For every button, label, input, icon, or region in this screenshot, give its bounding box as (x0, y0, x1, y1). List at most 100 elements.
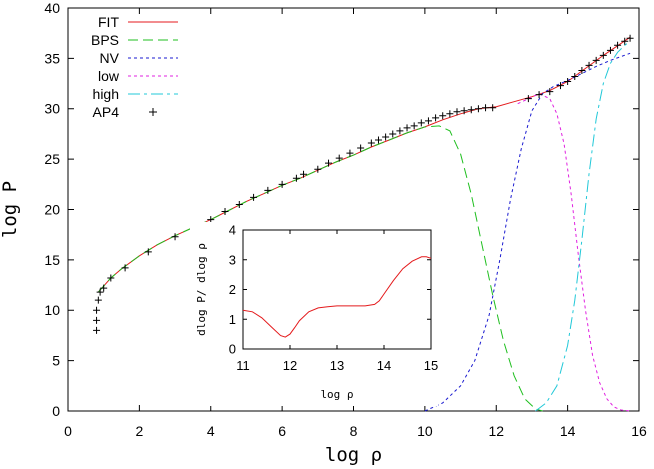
main-ap4-point (439, 112, 447, 120)
main-ap4-point (367, 139, 375, 147)
main-ap4-point (94, 296, 102, 304)
main-y-tick-label: 10 (44, 302, 60, 318)
main-x-tick-label: 8 (350, 423, 358, 439)
legend: FIT BPS NV low high AP4 (91, 14, 178, 120)
main-ap4-point (325, 159, 333, 167)
main-ap4-point (357, 144, 365, 152)
main-ap4-point (250, 193, 258, 201)
legend-swatch-ap4 (149, 108, 157, 116)
main-ap4-point (446, 110, 454, 118)
main-ap4-point (96, 288, 104, 296)
main-series-group (93, 34, 634, 412)
main-ap4-point (100, 284, 108, 292)
main-ap4-point (93, 326, 101, 334)
inset-y-tick-label: 2 (229, 282, 236, 297)
main-ap4-point (221, 208, 229, 216)
main-y-tick-label: 30 (44, 101, 60, 117)
main-ap4-point (621, 37, 629, 45)
inset-x-tick-label: 15 (424, 358, 438, 373)
main-ap4-point (578, 66, 586, 74)
main-y-tick-label: 15 (44, 252, 60, 268)
legend-label-low: low (98, 68, 120, 84)
main-y-tick-label: 35 (44, 50, 60, 66)
main-ap4-point (382, 133, 390, 141)
legend-label-ap4: AP4 (93, 104, 120, 120)
inset-x-tick-label: 13 (330, 358, 344, 373)
main-ap4-point (626, 34, 634, 42)
main-ap4-point (599, 51, 607, 59)
main-ap4-point (474, 105, 482, 113)
main-ap4-point (171, 233, 179, 241)
main-ap4-point (314, 165, 322, 173)
main-y-axis-label: log P (0, 181, 21, 238)
inset-y-tick-label: 4 (229, 223, 236, 238)
main-ap4-point (482, 104, 490, 112)
main-y-tick-label: 0 (52, 403, 60, 419)
main-ap4-point (121, 264, 129, 272)
main-x-tick-label: 16 (631, 423, 647, 439)
main-ap4-point (432, 114, 440, 122)
main-ap4-point (410, 122, 418, 130)
legend-label-nv: NV (100, 50, 120, 66)
main-ap4-point (93, 306, 101, 314)
main-ap4-point (389, 130, 397, 138)
main-ap4-point (335, 154, 343, 162)
inset-series-curve-line (242, 256, 432, 338)
main-ap4-point (453, 108, 461, 116)
main-x-tick-label: 10 (417, 423, 433, 439)
main-ap4-point (107, 274, 115, 282)
main-x-tick-label: 12 (488, 423, 504, 439)
main-ap4-point (264, 186, 272, 194)
inset-y-tick-label: 3 (229, 252, 236, 267)
main-x-tick-label: 2 (135, 423, 143, 439)
inset-x-tick-label: 12 (283, 358, 297, 373)
inset-series-group (242, 256, 432, 338)
inset-x-tick-label: 11 (236, 358, 250, 373)
main-x-tick-label: 6 (278, 423, 286, 439)
inset-background (190, 222, 438, 406)
main-ap4-point (403, 124, 411, 132)
main-series-high-line (535, 40, 631, 412)
legend-label-high: high (93, 86, 119, 102)
main-ap4-point (460, 107, 468, 115)
main-y-tick-label: 5 (52, 353, 60, 369)
main-ap4-point (417, 119, 425, 127)
main-series-nv-line (424, 52, 631, 412)
legend-label-bps: BPS (91, 32, 119, 48)
main-ap4-point (606, 46, 614, 54)
main-ap4-point (585, 61, 593, 69)
main-y-tick-label: 25 (44, 151, 60, 167)
main-ap4-point (546, 88, 554, 96)
main-ap4-point (564, 78, 572, 86)
inset-x-tick-label: 14 (377, 358, 391, 373)
main-ap4-point (556, 82, 564, 90)
main-ap4-point (292, 174, 300, 182)
main-x-tick-label: 14 (560, 423, 576, 439)
main-ap4-point (571, 73, 579, 81)
main-ap4-point (300, 170, 308, 178)
main-ap4-point (144, 248, 152, 256)
main-ap4-point (346, 149, 354, 157)
main-ap4-point (278, 180, 286, 188)
inset-x-axis-label: log ρ (320, 388, 353, 401)
main-ap4-point (207, 216, 215, 224)
main-ap4-point (489, 104, 497, 112)
inset-y-tick-label: 1 (229, 312, 236, 327)
inset-y-tick-label: 0 (229, 342, 236, 357)
main-ap4-point (374, 136, 382, 144)
main-ap4-point (396, 127, 404, 135)
main-y-tick-label: 20 (44, 201, 60, 217)
main-ap4-point (467, 106, 475, 114)
main-x-axis-label: log ρ (325, 444, 382, 466)
main-ap4-point (524, 95, 532, 103)
main-x-tick-label: 4 (207, 423, 215, 439)
main-ap4-point (424, 117, 432, 125)
main-ap4-point (592, 56, 600, 64)
main-ap4-point (535, 91, 543, 99)
inset-y-axis-label: dlog P/ dlog ρ (195, 243, 208, 336)
